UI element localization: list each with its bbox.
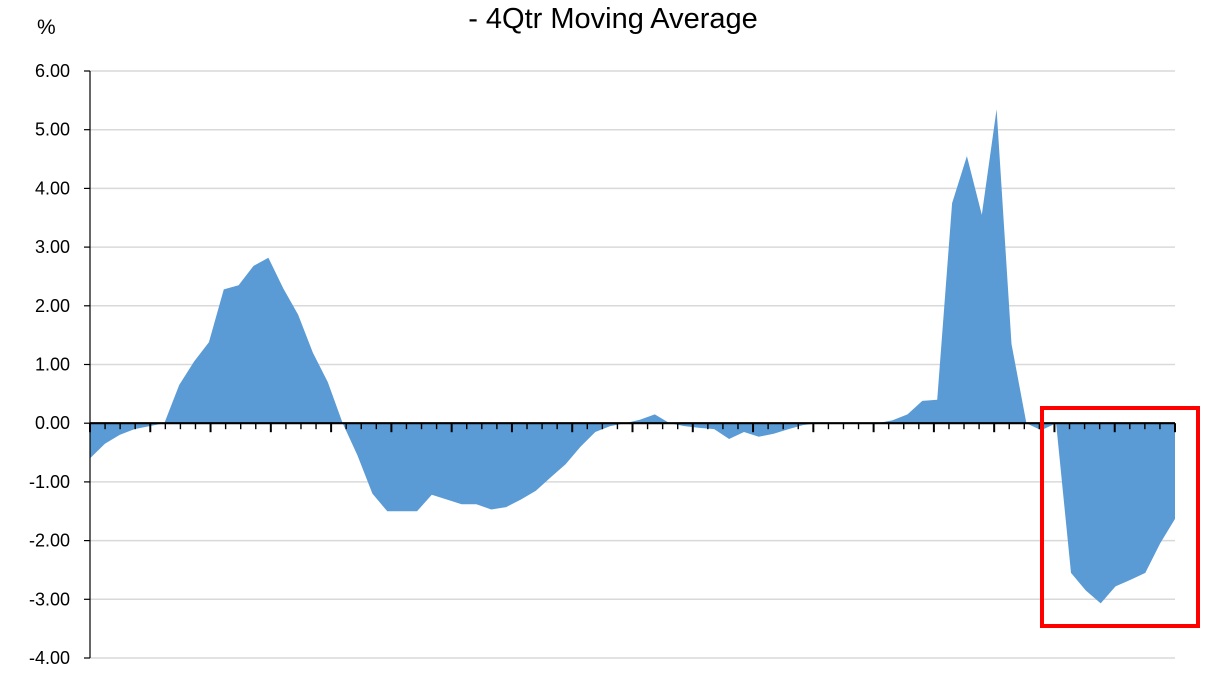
y-tick-label: 3.00 xyxy=(35,237,70,257)
y-tick-label: 1.00 xyxy=(35,355,70,375)
y-tick-label: 0.00 xyxy=(35,413,70,433)
y-axis-unit-label: % xyxy=(37,16,56,39)
y-tick-label: -3.00 xyxy=(29,589,70,609)
highlight-box xyxy=(1040,406,1200,628)
chart-title: - 4Qtr Moving Average xyxy=(468,3,758,35)
y-tick-label: 2.00 xyxy=(35,296,70,316)
y-tick-label: 5.00 xyxy=(35,120,70,140)
y-tick-label: -2.00 xyxy=(29,531,70,551)
y-tick-label: -4.00 xyxy=(29,648,70,668)
y-tick-label: -1.00 xyxy=(29,472,70,492)
y-tick-label: 6.00 xyxy=(35,61,70,81)
area-series xyxy=(90,109,1175,604)
y-tick-label: 4.00 xyxy=(35,178,70,198)
